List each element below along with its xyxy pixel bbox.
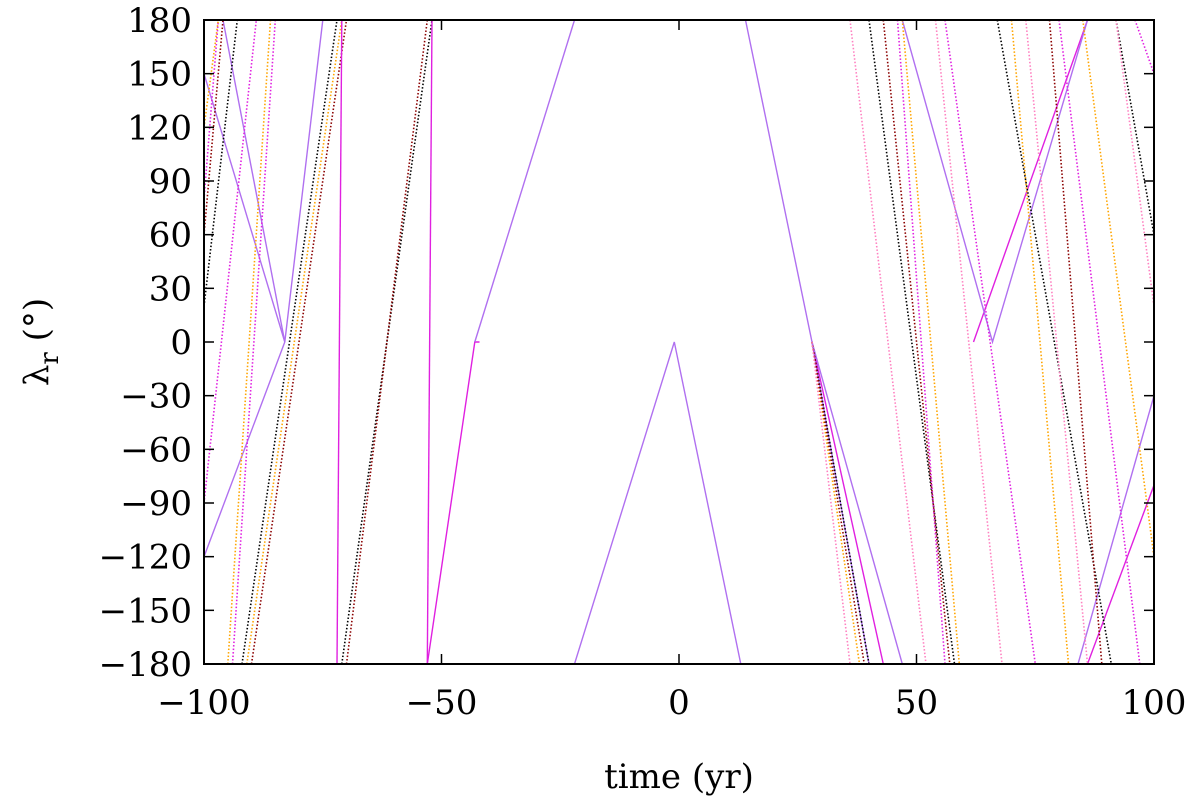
series-0-segment-1 (204, 73, 286, 343)
y-tick-label: −30 (120, 377, 192, 417)
y-tick-label: −60 (120, 430, 192, 470)
series-5-segment-2 (426, 341, 480, 664)
series-12-segment-1 (849, 20, 927, 664)
series-9-segment-3 (1115, 20, 1154, 235)
series-13-segment-3 (1134, 20, 1154, 74)
y-tick-label: 120 (127, 108, 192, 148)
series-8-segment-0 (811, 341, 903, 664)
y-axis-label-sub: r (35, 352, 65, 365)
series-10-segment-1 (901, 20, 961, 664)
y-axis-label-unit: (°) (17, 298, 57, 352)
series-1-segment-2 (231, 20, 277, 664)
series-2-segment-0 (204, 20, 220, 128)
y-axis-label: λr (°) (17, 298, 65, 386)
y-tick-label: −180 (99, 645, 192, 685)
y-tick-label: 90 (149, 162, 192, 202)
series-0-segment-0 (204, 20, 324, 557)
series-12-segment-0 (811, 341, 851, 664)
series-1-segment-1 (204, 20, 258, 504)
series-10-segment-3 (1082, 20, 1154, 557)
x-axis-label: time (yr) (604, 757, 754, 797)
series-5-segment-1 (426, 20, 433, 664)
series-13-segment-2 (1058, 20, 1141, 664)
series-4-segment-2 (345, 20, 429, 664)
y-tick-label: 0 (170, 323, 192, 363)
x-tick-label: 50 (895, 683, 938, 723)
series-3-segment-2 (341, 20, 433, 664)
series-2-segment-2 (246, 20, 343, 664)
y-tick-label: 30 (149, 269, 192, 309)
series-13-segment-0 (896, 20, 946, 664)
series-layer (204, 20, 1154, 664)
tick-layer: −100 −50 0 50 100 180 150 120 90 60 30 0 −30 −60 −90 −1… (99, 1, 1187, 723)
series-5-segment-0 (336, 20, 343, 664)
x-tick-label: −100 (157, 683, 250, 723)
series-12-segment-3 (1025, 20, 1089, 664)
series-7-segment-1 (972, 20, 1089, 343)
y-tick-label: −150 (99, 591, 192, 631)
series-9-segment-1 (868, 20, 956, 664)
plot-frame (203, 19, 1155, 665)
y-tick-label: 60 (149, 216, 192, 256)
series-6-segment-0 (474, 20, 576, 343)
series-6-segment-2 (744, 20, 870, 664)
x-tick-label: −50 (406, 683, 478, 723)
series-0-segment-2 (222, 20, 286, 343)
series-9-segment-2 (996, 20, 1113, 664)
series-11-segment-2 (1048, 20, 1103, 664)
series-8-segment-1 (901, 20, 1089, 345)
y-tick-label: 150 (127, 55, 192, 95)
series-7-segment-0 (811, 341, 884, 664)
series-4-segment-0 (204, 20, 224, 235)
series-3-segment-0 (204, 20, 239, 307)
y-tick-label: 180 (127, 1, 192, 41)
series-2-segment-1 (227, 20, 272, 664)
series-12-segment-4 (1115, 20, 1154, 307)
series-10-segment-2 (1010, 20, 1070, 664)
y-tick-label: −120 (99, 538, 192, 578)
series-10-segment-0 (811, 341, 861, 664)
series-4-segment-1 (250, 20, 348, 664)
series-3-segment-1 (241, 20, 338, 664)
x-tick-label: 0 (668, 683, 690, 723)
series-6-segment-1 (573, 341, 742, 664)
y-tick-label: −90 (120, 484, 192, 524)
series-11-segment-1 (882, 20, 951, 664)
series-13-segment-1 (944, 20, 1037, 664)
x-tick-label: 100 (1122, 683, 1187, 723)
y-axis-label-main: λ (17, 365, 57, 387)
series-8-segment-2 (1077, 395, 1154, 664)
series-12-segment-2 (934, 20, 1003, 664)
